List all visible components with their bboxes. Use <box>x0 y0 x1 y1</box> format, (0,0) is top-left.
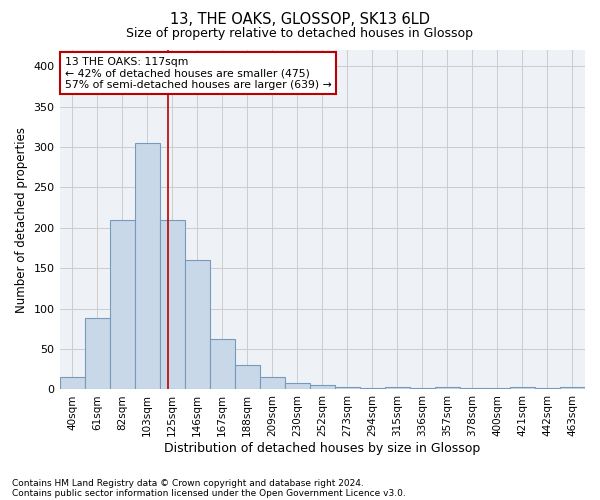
Bar <box>435 387 460 390</box>
Y-axis label: Number of detached properties: Number of detached properties <box>15 126 28 312</box>
Bar <box>510 387 535 390</box>
Bar <box>59 378 85 390</box>
Bar <box>85 318 110 390</box>
X-axis label: Distribution of detached houses by size in Glossop: Distribution of detached houses by size … <box>164 442 481 455</box>
Bar <box>460 388 485 390</box>
Bar <box>360 388 385 390</box>
Bar <box>410 388 435 390</box>
Bar <box>535 388 560 390</box>
Bar <box>209 338 235 390</box>
Bar <box>185 260 209 390</box>
Bar <box>160 220 185 390</box>
Bar <box>110 220 134 390</box>
Bar <box>260 378 285 390</box>
Text: 13, THE OAKS, GLOSSOP, SK13 6LD: 13, THE OAKS, GLOSSOP, SK13 6LD <box>170 12 430 28</box>
Bar <box>485 388 510 390</box>
Bar <box>285 383 310 390</box>
Bar <box>560 387 585 390</box>
Bar <box>310 386 335 390</box>
Bar <box>385 387 410 390</box>
Bar <box>335 387 360 390</box>
Bar <box>134 143 160 390</box>
Text: Contains public sector information licensed under the Open Government Licence v3: Contains public sector information licen… <box>12 488 406 498</box>
Bar <box>235 365 260 390</box>
Text: Size of property relative to detached houses in Glossop: Size of property relative to detached ho… <box>127 28 473 40</box>
Text: Contains HM Land Registry data © Crown copyright and database right 2024.: Contains HM Land Registry data © Crown c… <box>12 478 364 488</box>
Text: 13 THE OAKS: 117sqm
← 42% of detached houses are smaller (475)
57% of semi-detac: 13 THE OAKS: 117sqm ← 42% of detached ho… <box>65 57 332 90</box>
